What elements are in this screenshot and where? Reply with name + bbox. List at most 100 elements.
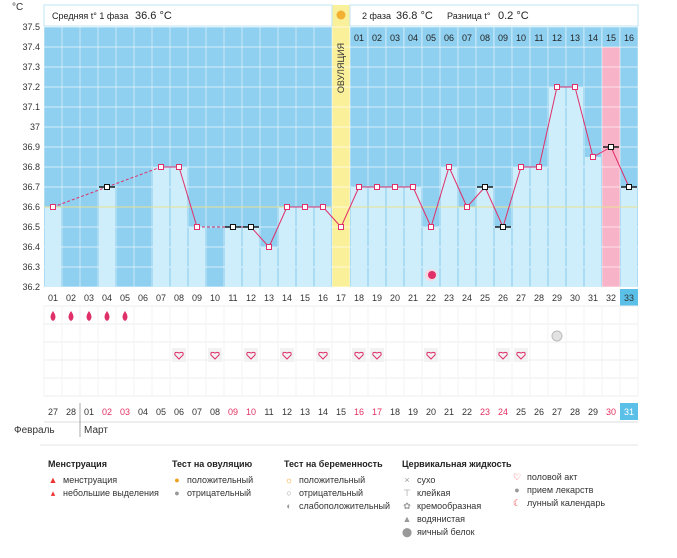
temp-bar — [279, 207, 295, 287]
phase2-day-label: 10 — [516, 33, 526, 43]
y-tick-label: 36.9 — [22, 142, 40, 152]
ovulation-label: ОВУЛЯЦИЯ — [336, 43, 346, 93]
heart-icon — [246, 351, 256, 360]
cycle-day-label: 09 — [192, 293, 202, 303]
heart-icon — [318, 351, 328, 360]
drop-icon — [86, 311, 92, 321]
heart-icon — [174, 351, 184, 360]
cycle-day-label: 07 — [156, 293, 166, 303]
phase2-day-label: 11 — [534, 33, 543, 43]
heart-cell — [172, 348, 186, 362]
phase2-day-cell — [619, 26, 639, 48]
diff-value: 0.2 °C — [498, 10, 529, 22]
y-tick-label: 36.3 — [22, 262, 40, 272]
temp-point — [482, 184, 488, 190]
calendar-day-label: 21 — [444, 407, 454, 417]
cycle-day-label: 27 — [516, 293, 526, 303]
half-circle-icon: ◐ — [286, 501, 292, 511]
heart-cell — [280, 348, 294, 362]
cycle-day-label: 30 — [570, 293, 580, 303]
y-tick-label: 36.8 — [22, 162, 40, 172]
temp-bar — [513, 167, 529, 287]
temp-bar — [441, 167, 457, 287]
calendar-day-label: 02 — [102, 407, 112, 417]
cycle-day-label: 16 — [318, 293, 328, 303]
phase2-day-label: 01 — [354, 33, 364, 43]
heart-icon — [372, 351, 382, 360]
phase2-day-label: 07 — [462, 33, 472, 43]
legend-label: отрицательный — [299, 488, 364, 498]
legend-label: менструация — [63, 475, 118, 485]
heart-cell — [352, 348, 366, 362]
calendar-day-label: 22 — [462, 407, 472, 417]
calendar-day-label: 06 — [174, 407, 184, 417]
cycle-day-label: 18 — [354, 293, 364, 303]
drop-icon — [68, 311, 74, 321]
calendar-day-label: 29 — [588, 407, 598, 417]
cycle-day-label: 12 — [246, 293, 256, 303]
temp-bar — [495, 227, 511, 287]
cycle-day-label: 31 — [588, 293, 598, 303]
heart-icon — [516, 351, 526, 360]
legend-title: Цервикальная жидкость — [402, 459, 512, 469]
phase2-day-label: 03 — [390, 33, 400, 43]
temp-bar — [405, 187, 421, 287]
cycle-day-label: 22 — [426, 293, 436, 303]
temp-bar — [351, 187, 367, 287]
temp-segment — [502, 166, 522, 228]
circle-icon: ○ — [286, 488, 292, 498]
temp-point — [320, 204, 326, 210]
temp-bar — [567, 87, 583, 287]
sun-icon: ☼ — [284, 475, 294, 485]
phase1-label: Средняя t° 1 фаза — [52, 11, 128, 21]
temp-point — [176, 164, 182, 170]
cycle-day-label: 14 — [282, 293, 292, 303]
cycle-day-label: 11 — [228, 293, 237, 303]
temp-point — [392, 184, 398, 190]
drop-icon — [122, 311, 128, 321]
legend-label: положительный — [187, 475, 254, 485]
temp-point — [518, 164, 524, 170]
month-label: Март — [84, 425, 108, 436]
phase2-day-label: 09 — [498, 33, 508, 43]
pill-icon — [551, 330, 563, 342]
cycle-day-label: 28 — [534, 293, 544, 303]
heart-cell — [424, 348, 438, 362]
temp-segment — [412, 186, 432, 228]
cycle-day-label: 33 — [624, 293, 634, 303]
calendar-day-label: 27 — [48, 407, 58, 417]
phase2-day-label: 06 — [444, 33, 454, 43]
moon-icon-core — [428, 271, 436, 279]
phase2-label: 2 фаза — [362, 11, 391, 21]
heart-icon: ♡ — [512, 472, 522, 482]
calendar-day-label: 13 — [300, 407, 310, 417]
temp-point — [590, 154, 596, 160]
temp-bar — [459, 207, 475, 287]
temp-bar — [153, 167, 169, 287]
t-icon: ⊤ — [403, 488, 411, 498]
today-cell — [620, 403, 638, 420]
cycle-day-label: 13 — [264, 293, 274, 303]
heart-cell — [514, 348, 528, 362]
calendar-day-label: 16 — [354, 407, 364, 417]
temp-bar — [549, 87, 565, 287]
calendar-day-label: 05 — [156, 407, 166, 417]
temp-point — [284, 204, 290, 210]
temp-point — [302, 204, 308, 210]
heart-icon — [210, 351, 220, 360]
legend-label: половой акт — [527, 472, 578, 482]
y-tick-label: 37.2 — [22, 82, 40, 92]
temp-bar — [261, 247, 277, 287]
cycle-day-label: 17 — [336, 293, 346, 303]
temp-bar — [387, 187, 403, 287]
temp-segment — [538, 86, 558, 168]
heart-cell — [370, 348, 384, 362]
legend-label: яичный белок — [417, 527, 475, 537]
temp-segment — [448, 166, 468, 208]
calendar-day-label: 23 — [480, 407, 490, 417]
temp-bar — [477, 187, 493, 287]
legend-label: положительный — [299, 475, 366, 485]
heart-icon — [354, 351, 364, 360]
diff-label: Разница t° — [447, 11, 491, 21]
calendar-day-label: 14 — [318, 407, 328, 417]
